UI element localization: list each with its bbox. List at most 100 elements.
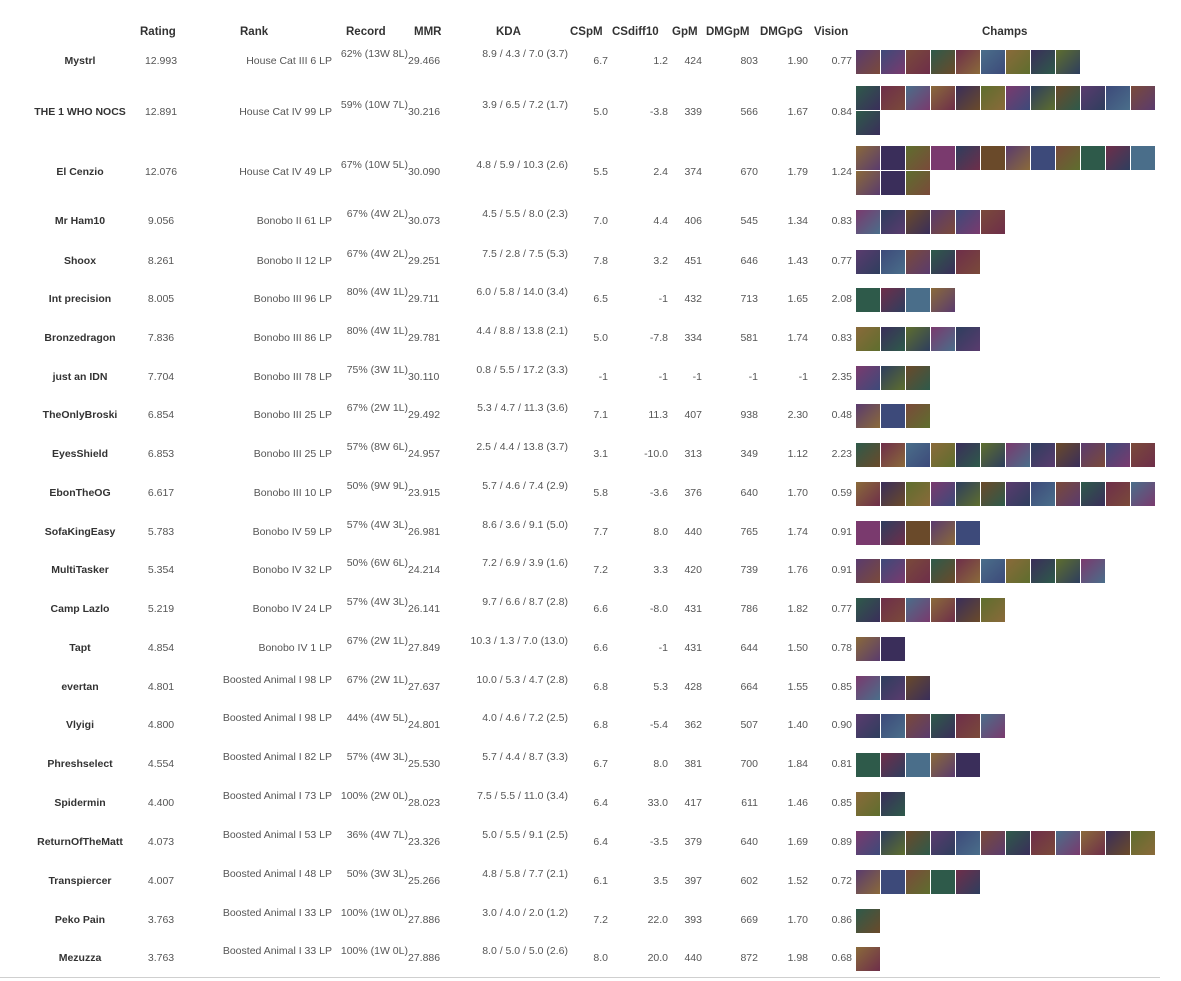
champion-icon[interactable] <box>906 171 930 195</box>
champion-icon[interactable] <box>856 753 880 777</box>
header-rating[interactable]: Rating <box>140 26 176 38</box>
header-csdiff10[interactable]: CSdiff10 <box>612 26 659 38</box>
champion-icon[interactable] <box>906 831 930 855</box>
champion-icon[interactable] <box>856 111 880 135</box>
champion-icon[interactable] <box>1056 559 1080 583</box>
champion-icon[interactable] <box>931 86 955 110</box>
champion-icon[interactable] <box>1006 482 1030 506</box>
player-name[interactable]: MultiTasker <box>51 564 109 576</box>
champion-icon[interactable] <box>881 443 905 467</box>
champion-icon[interactable] <box>1081 482 1105 506</box>
champion-icon[interactable] <box>1056 86 1080 110</box>
champion-icon[interactable] <box>931 50 955 74</box>
champion-icon[interactable] <box>1131 86 1155 110</box>
champion-icon[interactable] <box>856 870 880 894</box>
champion-icon[interactable] <box>1006 50 1030 74</box>
champion-icon[interactable] <box>1081 86 1105 110</box>
champion-icon[interactable] <box>856 482 880 506</box>
table-row[interactable]: Spidermin 4.400 Boosted Animal I 73 LP 100%… <box>0 786 1160 822</box>
header-mmr[interactable]: MMR <box>414 26 442 38</box>
champion-icon[interactable] <box>856 714 880 738</box>
champion-icon[interactable] <box>956 250 980 274</box>
champion-icon[interactable] <box>881 288 905 312</box>
champion-icon[interactable] <box>956 86 980 110</box>
champion-icon[interactable] <box>906 86 930 110</box>
table-row[interactable]: El Cenzio 12.076 House Cat IV 49 LP 67% (10… <box>0 144 1160 202</box>
champion-icon[interactable] <box>1031 831 1055 855</box>
champion-icon[interactable] <box>981 146 1005 170</box>
champion-icon[interactable] <box>881 753 905 777</box>
champion-icon[interactable] <box>1106 482 1130 506</box>
champion-icon[interactable] <box>931 443 955 467</box>
champion-icon[interactable] <box>906 676 930 700</box>
champion-icon[interactable] <box>1106 86 1130 110</box>
player-name[interactable]: Vlyigi <box>65 719 94 731</box>
table-row[interactable]: TheOnlyBroski 6.854 Bonobo III 25 LP 67% (2… <box>0 398 1160 434</box>
champion-icon[interactable] <box>1106 146 1130 170</box>
champion-icon[interactable] <box>906 559 930 583</box>
champion-icon[interactable] <box>856 598 880 622</box>
champion-icon[interactable] <box>881 521 905 545</box>
champion-icon[interactable] <box>1031 50 1055 74</box>
player-name[interactable]: Phreshselect <box>47 758 113 770</box>
champion-icon[interactable] <box>906 366 930 390</box>
champion-icon[interactable] <box>1081 559 1105 583</box>
player-name[interactable]: THE 1 WHO NOCS <box>34 106 126 118</box>
player-name[interactable]: ReturnOfTheMatt <box>37 836 123 848</box>
header-kda[interactable]: KDA <box>496 26 521 38</box>
champion-icon[interactable] <box>881 792 905 816</box>
table-row[interactable]: Camp Lazlo 5.219 Bonobo IV 24 LP 57% (4W 3L… <box>0 592 1160 628</box>
champion-icon[interactable] <box>1081 831 1105 855</box>
player-name[interactable]: Int precision <box>48 293 112 305</box>
champion-icon[interactable] <box>1081 146 1105 170</box>
champion-icon[interactable] <box>856 521 880 545</box>
champion-icon[interactable] <box>956 210 980 234</box>
header-cspm[interactable]: CSpM <box>570 26 603 38</box>
table-row[interactable]: Tapt 4.854 Bonobo IV 1 LP 67% (2W 1L) 27.849… <box>0 631 1160 667</box>
table-row[interactable]: Transpiercer 4.007 Boosted Animal I 48 LP 5… <box>0 864 1160 900</box>
player-name[interactable]: Camp Lazlo <box>50 603 110 615</box>
table-row[interactable]: Shoox 8.261 Bonobo II 12 LP 67% (4W 2L) 29.2… <box>0 244 1160 280</box>
table-row[interactable]: evertan 4.801 Boosted Animal I 98 LP 67% (2… <box>0 670 1160 706</box>
champion-icon[interactable] <box>931 753 955 777</box>
champion-icon[interactable] <box>881 714 905 738</box>
champion-icon[interactable] <box>881 598 905 622</box>
champion-icon[interactable] <box>906 50 930 74</box>
champion-icon[interactable] <box>1056 50 1080 74</box>
table-row[interactable]: EyesShield 6.853 Bonobo III 25 LP 57% (8W 6… <box>0 437 1160 473</box>
table-row[interactable]: Mr Ham10 9.056 Bonobo II 61 LP 67% (4W 2L) 3… <box>0 204 1160 240</box>
champion-icon[interactable] <box>931 146 955 170</box>
player-name[interactable]: Peko Pain <box>54 914 106 926</box>
champion-icon[interactable] <box>981 50 1005 74</box>
champion-icon[interactable] <box>981 559 1005 583</box>
champion-icon[interactable] <box>1131 146 1155 170</box>
champion-icon[interactable] <box>1031 146 1055 170</box>
champion-icon[interactable] <box>931 327 955 351</box>
champion-icon[interactable] <box>956 598 980 622</box>
champion-icon[interactable] <box>881 50 905 74</box>
table-row[interactable]: Vlyigi 4.800 Boosted Animal I 98 LP 44% (4W… <box>0 708 1160 744</box>
champion-icon[interactable] <box>906 443 930 467</box>
champion-icon[interactable] <box>1056 831 1080 855</box>
header-dmgpm[interactable]: DMGpM <box>706 26 750 38</box>
champion-icon[interactable] <box>856 909 880 933</box>
champion-icon[interactable] <box>956 753 980 777</box>
table-row[interactable]: MultiTasker 5.354 Bonobo IV 32 LP 50% (6W 6… <box>0 553 1160 589</box>
champion-icon[interactable] <box>856 947 880 971</box>
champion-icon[interactable] <box>881 327 905 351</box>
champion-icon[interactable] <box>881 171 905 195</box>
champion-icon[interactable] <box>1106 443 1130 467</box>
champion-icon[interactable] <box>881 210 905 234</box>
champion-icon[interactable] <box>1031 86 1055 110</box>
champion-icon[interactable] <box>931 598 955 622</box>
champion-icon[interactable] <box>906 870 930 894</box>
champion-icon[interactable] <box>906 598 930 622</box>
champion-icon[interactable] <box>1031 559 1055 583</box>
champion-icon[interactable] <box>956 831 980 855</box>
champion-icon[interactable] <box>1006 86 1030 110</box>
table-row[interactable]: just an IDN 7.704 Bonobo III 78 LP 75% (3W … <box>0 360 1160 396</box>
champion-icon[interactable] <box>881 86 905 110</box>
player-name[interactable]: evertan <box>61 681 99 693</box>
champion-icon[interactable] <box>856 637 880 661</box>
champion-icon[interactable] <box>931 714 955 738</box>
